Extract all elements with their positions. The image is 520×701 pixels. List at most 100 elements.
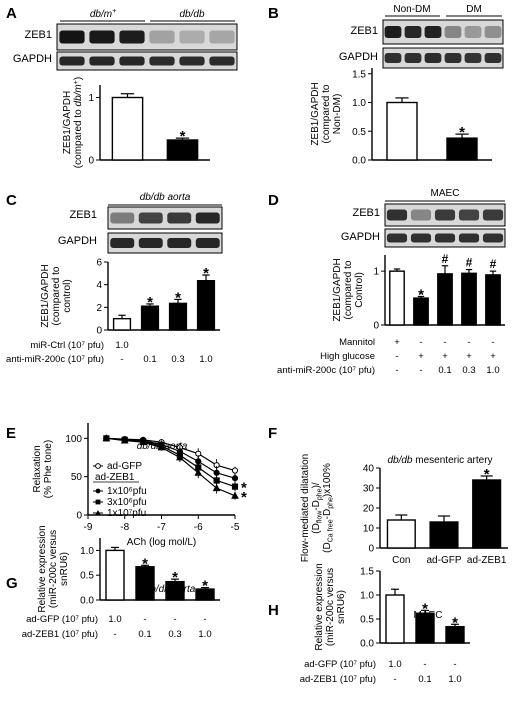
- legend-label: ad-GFP: [107, 461, 142, 472]
- chart-f-y-tick-label: 0: [368, 544, 374, 555]
- chart-a: 0 1 ZEB1/GAPDH(compared to db/m+) *: [62, 77, 210, 168]
- blot-a-gapdh-label: GAPDH: [13, 53, 52, 65]
- chart-c-y-tick-label: 6: [96, 258, 102, 269]
- chart-d-condition-value: +: [394, 337, 400, 348]
- chart-f-category-label: ad-GFP: [426, 555, 461, 566]
- chart-h-condition-value: 1.0: [448, 674, 461, 685]
- chart-e-point: [120, 436, 129, 444]
- blot-a-zeb1-label: ZEB1: [24, 29, 52, 41]
- chart-d-condition-value: +: [466, 351, 472, 362]
- chart-c-y-tick-label: 0: [96, 326, 102, 337]
- charts-layer: 0 1 ZEB1/GAPDH(compared to db/m+) * 0.0 0.5 1.…: [6, 68, 508, 685]
- panel-c-title: db/db aorta: [140, 192, 191, 203]
- blot-c-gapdh-band: [110, 238, 135, 248]
- chart-g-bar: [105, 549, 125, 601]
- blot-b-gapdh-band: [484, 53, 502, 63]
- blot-b-gapdh-band: [404, 53, 422, 63]
- legend-header: ad-ZEB1: [95, 472, 135, 483]
- blot-c-zeb1-frame: [107, 206, 223, 230]
- chart-g-condition-value: -: [173, 614, 176, 625]
- blot-d-gapdh-band: [386, 233, 408, 243]
- chart-h-y-axis-label: Relative expression(miR-200c versussnRU6…: [314, 563, 347, 650]
- chart-g-y-tick-label: 1.0: [80, 546, 94, 557]
- chart-b-bar: [386, 101, 418, 161]
- chart-e-point: [102, 434, 111, 442]
- chart-c-significance-mark: *: [203, 265, 209, 282]
- chart-a-y-axis-label: ZEB1/GAPDH(compared to db/m+): [62, 77, 84, 168]
- chart-h-bar: [385, 594, 405, 644]
- blot-b-gapdh-band: [384, 53, 402, 63]
- panel-label-C: C: [6, 192, 17, 209]
- blot-b-zeb1-band: [384, 26, 402, 38]
- chart-f-category-label: ad-ZEB1: [467, 555, 507, 566]
- chart-g-condition-value: 1.0: [108, 614, 121, 625]
- chart-c: 0 2 4 6 ZEB1/GAPDH(compared tocontrol) * * * miR…: [6, 258, 220, 365]
- blot-b-zeb1-label: ZEB1: [350, 25, 378, 37]
- chart-d-bar: [389, 270, 405, 326]
- blot-a-gapdh-band: [59, 56, 85, 66]
- chart-e-y-tick-label: 100: [65, 434, 82, 445]
- chart-b: 0.0 0.5 1.0 1.5 ZEB1/GAPDH(compared toNon-DM…: [310, 68, 492, 167]
- chart-a-significance-mark: *: [180, 128, 186, 145]
- chart-b-y-tick-label: 0.0: [352, 156, 366, 167]
- legend-marker: [95, 499, 101, 505]
- blot-a-gapdh-band: [149, 56, 175, 66]
- blot-c-zeb1-band: [167, 212, 192, 224]
- chart-d-condition-value: -: [419, 365, 422, 376]
- chart-h-significance-mark: *: [452, 614, 458, 631]
- chart-d-condition-label: High glucose: [320, 351, 375, 362]
- blot-d-zeb1: [384, 203, 506, 227]
- legend-marker: [95, 510, 101, 516]
- blot-d-gapdh: [384, 228, 506, 248]
- chart-h-condition-value: -: [453, 659, 456, 670]
- chart-f: 0 10 20 30 40 Flow-mediated dilatation(Dflow-…: [300, 454, 508, 566]
- chart-e-point: [194, 468, 203, 476]
- chart-d-significance-mark: #: [466, 256, 473, 270]
- chart-g: 0.0 0.5 1.0 Relative expression(miR-200c ve…: [22, 525, 220, 640]
- chart-e-x-tick-label: -5: [231, 522, 240, 533]
- panel-f-title: db/db mesenteric artery: [387, 455, 492, 466]
- blot-a-gapdh-band: [89, 56, 115, 66]
- chart-c-significance-mark: *: [147, 294, 153, 311]
- chart-h-y-tick-label: 1.0: [360, 591, 374, 602]
- chart-b-bar: [446, 137, 478, 161]
- chart-d-condition-value: -: [395, 365, 398, 376]
- chart-d-y-tick-label: 0: [373, 321, 379, 332]
- panel-label-B: B: [268, 5, 279, 22]
- chart-f-y-tick-label: 40: [363, 464, 375, 475]
- chart-d-bar: [485, 274, 501, 326]
- chart-e-significance-mark: *: [241, 489, 247, 506]
- panel-label-F: F: [268, 425, 277, 442]
- chart-e-x-tick-label: -8: [120, 522, 129, 533]
- blot-c-zeb1-band: [195, 212, 220, 224]
- chart-c-y-tick-label: 4: [96, 280, 102, 291]
- blot-a-zeb1-band: [89, 30, 115, 44]
- blot-c-gapdh-frame: [107, 232, 223, 254]
- blot-a-group-label-2: db/db: [179, 9, 204, 20]
- chart-f-bar: [472, 479, 502, 549]
- blot-d-gapdh-label: GAPDH: [341, 231, 380, 243]
- chart-c-bar: [112, 317, 132, 331]
- blot-b-zeb1-band: [464, 26, 482, 38]
- chart-e-point: [231, 475, 239, 482]
- chart-g-significance-mark: *: [172, 569, 178, 586]
- blot-a-zeb1: [56, 23, 238, 51]
- blot-a-gapdh: [56, 51, 238, 71]
- chart-f-bar: [429, 521, 459, 549]
- chart-e-series-line: [106, 437, 236, 497]
- chart-e-point: [231, 467, 239, 474]
- blot-a-zeb1-frame: [56, 23, 238, 51]
- blot-b-group-label-2: DM: [466, 4, 482, 15]
- chart-g-significance-mark: *: [142, 555, 148, 572]
- chart-e-x-tick-label: -6: [194, 522, 203, 533]
- chart-e-x-axis-label: ACh (log mol/L): [127, 537, 196, 548]
- chart-d-bar: [461, 272, 477, 326]
- blot-a-gapdh-band: [179, 56, 205, 66]
- chart-e-point: [157, 443, 166, 451]
- blot-a-gapdh-band: [119, 56, 145, 66]
- chart-e-significance-mark: *: [241, 480, 247, 497]
- legend-label: 3x10⁶pfu: [107, 497, 147, 508]
- chart-h-condition-label: ad-GFP (10⁷ pfu): [304, 659, 376, 670]
- chart-d-y-tick-label: 1: [373, 267, 379, 278]
